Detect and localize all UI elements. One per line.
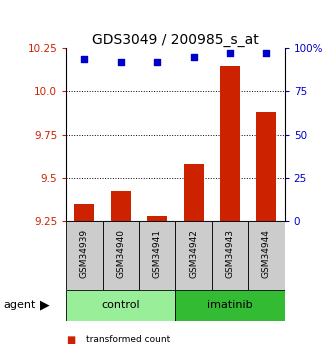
Bar	[220, 66, 240, 221]
Point	[82, 56, 87, 61]
Bar	[111, 191, 131, 221]
Point	[227, 51, 233, 56]
Point	[155, 59, 160, 65]
Text: ▶: ▶	[40, 299, 49, 312]
Text: agent: agent	[3, 300, 36, 310]
Bar	[139, 221, 175, 290]
Bar	[257, 112, 276, 221]
Text: control: control	[102, 300, 140, 310]
Bar	[147, 216, 167, 221]
Bar	[66, 290, 175, 321]
Point	[191, 54, 196, 60]
Bar	[66, 221, 103, 290]
Bar	[212, 221, 248, 290]
Text: GSM34939: GSM34939	[80, 229, 89, 278]
Text: transformed count: transformed count	[86, 335, 170, 344]
Text: GSM34942: GSM34942	[189, 229, 198, 278]
Bar	[74, 204, 94, 221]
Text: GSM34944: GSM34944	[262, 229, 271, 278]
Bar	[175, 221, 212, 290]
Bar	[103, 221, 139, 290]
Point	[264, 51, 269, 56]
Point	[118, 59, 123, 65]
Text: GSM34943: GSM34943	[225, 229, 235, 278]
Bar	[248, 221, 285, 290]
Text: GSM34940: GSM34940	[116, 229, 125, 278]
Text: ■: ■	[66, 335, 75, 345]
Bar	[175, 290, 285, 321]
Text: imatinib: imatinib	[207, 300, 253, 310]
Text: GSM34941: GSM34941	[153, 229, 162, 278]
Title: GDS3049 / 200985_s_at: GDS3049 / 200985_s_at	[92, 33, 259, 47]
Bar	[184, 164, 204, 221]
